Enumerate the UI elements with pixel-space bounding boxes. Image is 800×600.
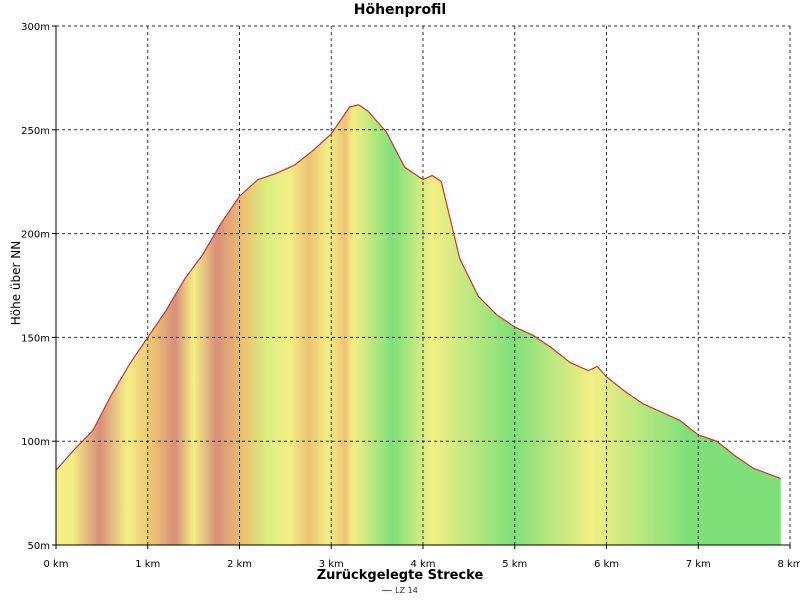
y-tick-label: 150m <box>21 333 50 344</box>
profile-line <box>55 104 782 480</box>
profile-fill-area <box>56 104 781 545</box>
x-axis-label: Zurückgelegte Strecke <box>316 568 484 583</box>
legend: LZ 14 <box>0 586 800 595</box>
x-tick-label: 3 km <box>319 559 344 570</box>
chart-title: Höhenprofil <box>353 2 447 18</box>
x-tick-label: 5 km <box>502 559 527 570</box>
y-tick-label: 200m <box>21 230 50 241</box>
x-tick-label: 1 km <box>135 559 160 570</box>
legend-label: LZ 14 <box>395 586 418 595</box>
y-tick-label: 50m <box>28 541 50 552</box>
x-tick-label: 0 km <box>43 559 68 570</box>
x-tick-label: 2 km <box>227 559 252 570</box>
legend-swatch <box>382 590 393 591</box>
y-tick-label: 100m <box>21 437 50 448</box>
y-tick-label: 250m <box>21 126 50 137</box>
y-tick-label: 300m <box>21 22 50 33</box>
x-tick-label: 6 km <box>594 559 619 570</box>
x-tick-label: 8 km <box>777 559 800 570</box>
y-axis-label: Höhe über NN <box>9 240 23 326</box>
x-tick-label: 4 km <box>410 559 435 570</box>
x-tick-label: 7 km <box>686 559 711 570</box>
